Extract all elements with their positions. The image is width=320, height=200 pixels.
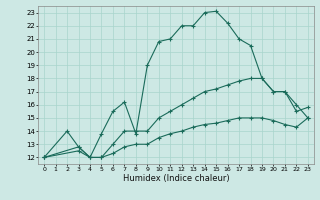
- X-axis label: Humidex (Indice chaleur): Humidex (Indice chaleur): [123, 174, 229, 183]
